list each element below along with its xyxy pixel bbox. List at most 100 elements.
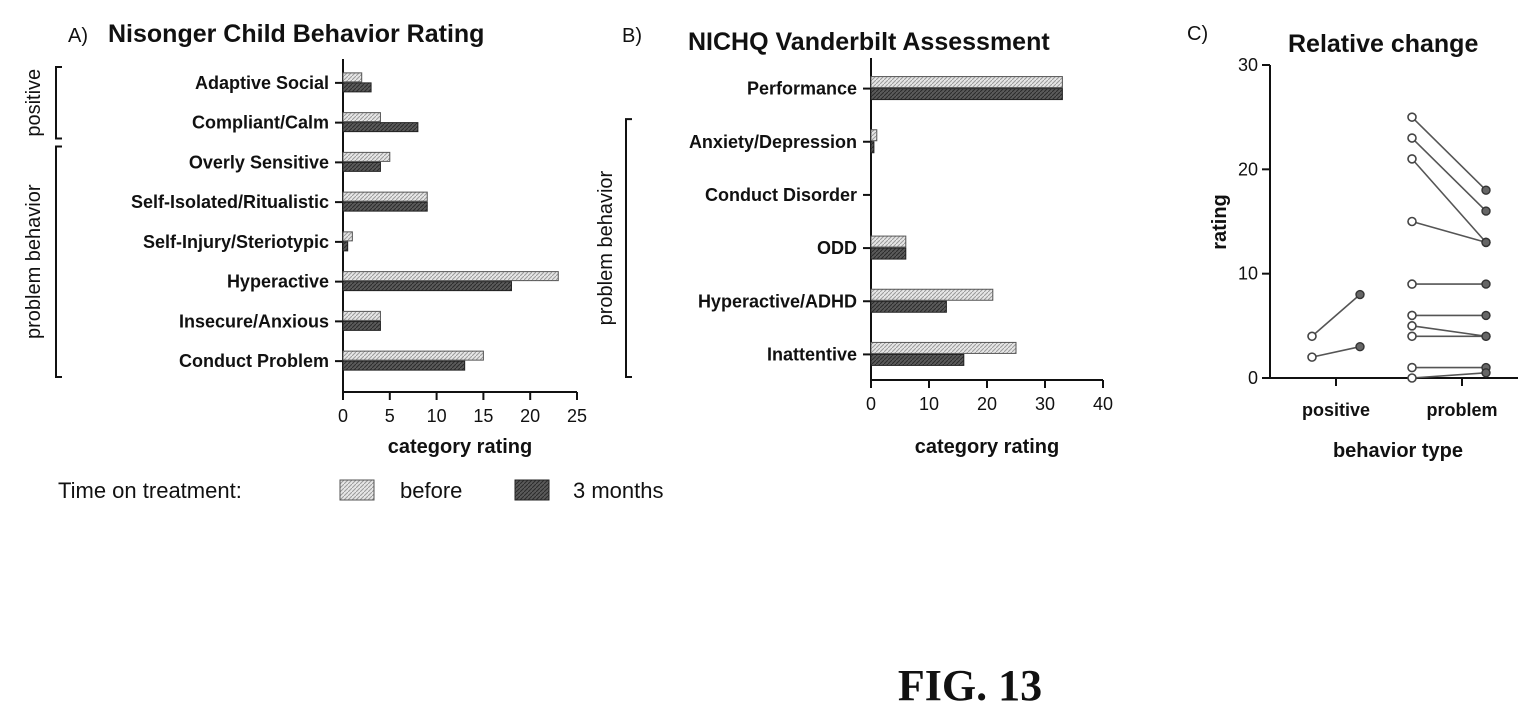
- panel-c-point-after-5: [1481, 237, 1491, 248]
- panel-c-pair-line-8: [1411, 325, 1487, 338]
- panel-a-x-tick-label: 25: [567, 406, 587, 426]
- panel-c-pair-line-4: [1411, 158, 1487, 243]
- panel-a-bar-compliant-calm-before: [342, 112, 381, 123]
- panel-a-x-tick-label: 0: [338, 406, 348, 426]
- panel-b-group-bracket-problem-behavior: [625, 118, 632, 378]
- panel-c-point-after-9: [1481, 331, 1491, 341]
- panel-a-group-bracket-positive: [55, 66, 62, 140]
- panel-b-title: NICHQ Vanderbilt Assessment: [688, 28, 1050, 56]
- panel-c-pair-line-1: [1311, 345, 1361, 358]
- panel-b-bar-chart: B) NICHQ Vanderbilt Assessment category …: [595, 25, 1113, 458]
- panel-a-bar-insecure-anxious-3-months: [342, 320, 381, 331]
- panel-c-point-after-7: [1481, 310, 1491, 321]
- panel-c-point-before-7: [1407, 310, 1417, 321]
- panel-c-title: Relative change: [1288, 30, 1478, 58]
- panel-b-letter: B): [622, 25, 642, 47]
- panel-a-bar-hyperactive-3-months: [342, 281, 512, 292]
- panel-c-point-after-0: [1355, 289, 1365, 300]
- panel-c-pair-line-0: [1311, 293, 1361, 337]
- legend-item-before: before: [400, 478, 462, 503]
- panel-a-bar-self-injury-steriotypic-3-months: [342, 241, 349, 252]
- panel-a-bar-adaptive-social-3-months: [342, 82, 372, 93]
- panel-c-point-before-2: [1407, 112, 1417, 122]
- panel-b-bar-anxiety-depression-3-months: [870, 141, 875, 154]
- panel-c-point-before-4: [1407, 154, 1417, 164]
- panel-a-letter: A): [68, 25, 88, 47]
- panel-b-x-tick-label: 0: [866, 394, 876, 414]
- panel-b-category-label-hyperactive-adhd: Hyperactive/ADHD: [698, 291, 857, 311]
- panel-b-plot: Performance Anxiety/Depression Conduct Dis…: [595, 58, 1113, 414]
- panel-a-category-label-hyperactive: Hyperactive: [227, 272, 329, 292]
- panel-c-y-tick-label: 30: [1238, 55, 1258, 75]
- panel-a-bar-compliant-calm-3-months: [342, 122, 419, 133]
- panel-a-group-bracket-problem-behavior: [55, 145, 62, 378]
- panel-c-category-label-problem: problem: [1426, 400, 1497, 420]
- panel-c-point-before-6: [1407, 279, 1417, 289]
- panel-a-title: Nisonger Child Behavior Rating: [108, 20, 484, 48]
- panel-b-category-label-odd: ODD: [817, 238, 857, 258]
- panel-b-category-label-conduct-disorder: Conduct Disorder: [705, 185, 857, 205]
- panel-b-x-axis-label: category rating: [915, 436, 1059, 458]
- panel-c-point-after-11: [1481, 368, 1491, 378]
- panel-b-bar-hyperactive-adhd-before: [870, 288, 994, 301]
- panel-c-x-axis-label: behavior type: [1333, 440, 1463, 462]
- legend-label: Time on treatment:: [58, 478, 242, 503]
- panel-c-plot: 0 10 20 30 positive problem: [1238, 55, 1518, 420]
- panel-a-bar-overly-sensitive-3-months: [342, 161, 381, 172]
- panel-b-category-label-anxiety-depression: Anxiety/Depression: [689, 132, 857, 152]
- panel-c-point-before-9: [1407, 331, 1417, 342]
- panel-a-plot: Adaptive Social Compliant/Calm Overly Sens…: [23, 59, 587, 426]
- panel-c-y-tick-label: 20: [1238, 159, 1258, 179]
- panel-c-pair-line-2: [1411, 116, 1487, 191]
- panel-a-x-axis-label: category rating: [388, 436, 532, 458]
- panel-a-group-label-problem-behavior: problem behavior: [23, 184, 45, 339]
- panel-c-y-axis-label: rating: [1209, 194, 1231, 250]
- panel-a-category-label-self-isolated-ritualistic: Self-Isolated/Ritualistic: [131, 192, 329, 212]
- panel-a-bar-self-injury-steriotypic-before: [342, 231, 353, 242]
- panel-a-category-label-conduct-problem: Conduct Problem: [179, 351, 329, 371]
- panel-c-line-chart: C) Relative change rating behavior type …: [1187, 23, 1518, 462]
- panel-c-pair-line-11: [1411, 371, 1487, 379]
- panel-b-x-tick-label: 30: [1035, 394, 1055, 414]
- legend-swatch-3-months: [514, 479, 550, 501]
- panel-b-category-label-inattentive: Inattentive: [767, 344, 857, 364]
- panel-b-bar-inattentive-3-months: [870, 353, 965, 366]
- panel-b-x-tick-label: 10: [919, 394, 939, 414]
- panel-a-bar-insecure-anxious-before: [342, 310, 381, 321]
- panel-b-x-tick-label: 40: [1093, 394, 1113, 414]
- panel-b-bar-performance-3-months: [870, 88, 1063, 101]
- panel-c-point-before-11: [1407, 373, 1417, 383]
- panel-b-x-tick-label: 20: [977, 394, 997, 414]
- panel-c-point-before-10: [1407, 362, 1417, 373]
- panel-c-point-after-6: [1481, 279, 1491, 289]
- panel-a-x-tick-label: 20: [520, 406, 540, 426]
- panel-b-bar-odd-3-months: [870, 247, 907, 260]
- panel-a-bar-self-isolated-ritualistic-before: [342, 191, 428, 202]
- panel-b-bar-performance-before: [870, 76, 1063, 89]
- panel-a-bar-self-isolated-ritualistic-3-months: [342, 201, 428, 212]
- panel-a-category-label-overly-sensitive: Overly Sensitive: [189, 152, 329, 172]
- panel-c-point-before-8: [1407, 321, 1417, 331]
- panel-c-point-before-3: [1407, 133, 1417, 143]
- legend: Time on treatment: before 3 months: [58, 478, 664, 503]
- panel-a-bar-conduct-problem-before: [342, 350, 484, 361]
- panel-c-pair-line-5: [1411, 220, 1487, 244]
- panel-b-bar-odd-before: [870, 235, 907, 248]
- panel-a-category-label-insecure-anxious: Insecure/Anxious: [179, 311, 329, 331]
- panel-c-category-label-positive: positive: [1302, 400, 1370, 420]
- panel-a-category-label-self-injury-steriotypic: Self-Injury/Steriotypic: [143, 232, 329, 252]
- legend-swatch-before: [339, 479, 375, 501]
- panel-b-group-label-problem-behavior: problem behavior: [595, 170, 617, 325]
- panel-a-group-label-positive: positive: [23, 69, 45, 137]
- panel-a-category-label-compliant-calm: Compliant/Calm: [192, 113, 329, 133]
- panel-a-bar-overly-sensitive-before: [342, 151, 391, 162]
- panel-a-x-tick-label: 15: [473, 406, 493, 426]
- figure-caption: FIG. 13: [898, 661, 1042, 710]
- panel-a-bar-adaptive-social-before: [342, 72, 363, 83]
- panel-c-point-before-5: [1407, 216, 1417, 227]
- panel-b-bar-inattentive-before: [870, 341, 1017, 354]
- panel-c-letter: C): [1187, 23, 1208, 45]
- panel-a-x-tick-label: 5: [385, 406, 395, 426]
- panel-a-category-label-adaptive-social: Adaptive Social: [195, 73, 329, 93]
- panel-a-x-tick-label: 10: [427, 406, 447, 426]
